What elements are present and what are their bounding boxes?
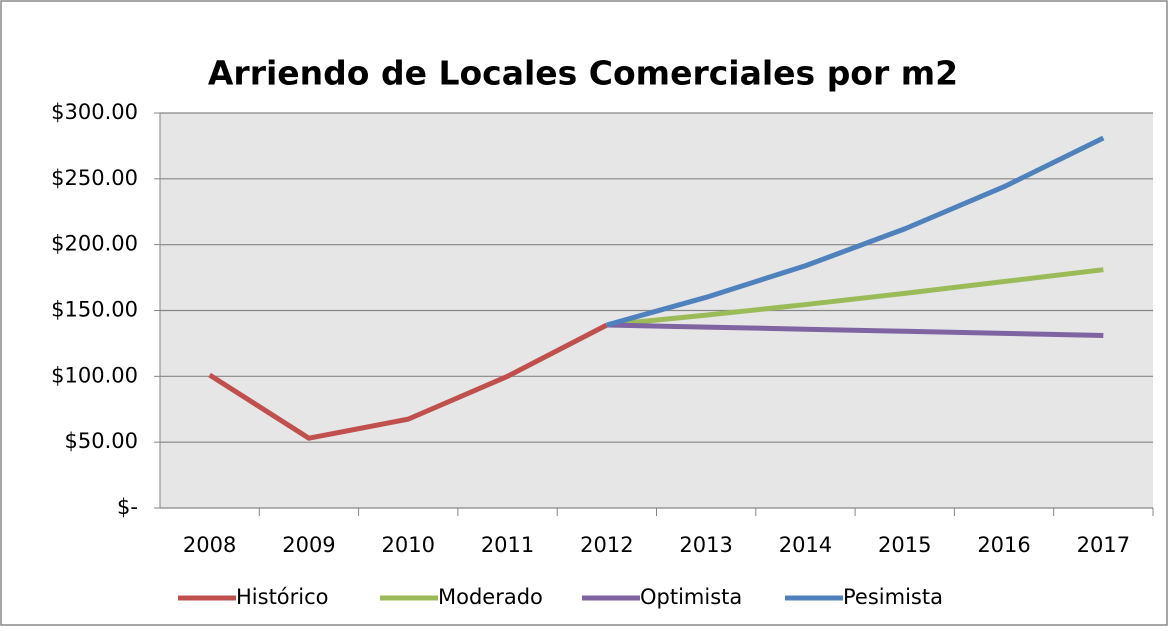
legend-label: Pesimista — [843, 585, 943, 609]
y-tick-label: $300.00 — [51, 100, 138, 124]
y-tick-label: $50.00 — [65, 429, 138, 453]
y-tick-label: $250.00 — [51, 166, 138, 190]
y-tick-label: $150.00 — [51, 298, 138, 322]
x-tick-label: 2014 — [779, 533, 832, 557]
series-line — [606, 135, 1105, 328]
x-tick-label: 2008 — [183, 533, 236, 557]
x-tick-label: 2015 — [878, 533, 931, 557]
series-line — [208, 322, 608, 441]
chart-title: Arriendo de Locales Comerciales por m2 — [208, 54, 958, 93]
y-tick-label: $200.00 — [51, 232, 138, 256]
x-tick-label: 2011 — [481, 533, 534, 557]
legend-label: Optimista — [640, 585, 742, 609]
y-tick-label: $- — [117, 495, 138, 519]
x-tick-label: 2012 — [580, 533, 633, 557]
x-tick-label: 2009 — [282, 533, 335, 557]
x-tick-label: 2013 — [679, 533, 732, 557]
legend-label: Moderado — [438, 585, 543, 609]
series-line — [606, 322, 1104, 339]
series-line — [606, 267, 1104, 328]
x-tick-label: 2010 — [382, 533, 435, 557]
x-tick-label: 2017 — [1077, 533, 1130, 557]
legend-label: Histórico — [236, 585, 329, 609]
x-tick-label: 2016 — [977, 533, 1030, 557]
y-tick-label: $100.00 — [51, 363, 138, 387]
